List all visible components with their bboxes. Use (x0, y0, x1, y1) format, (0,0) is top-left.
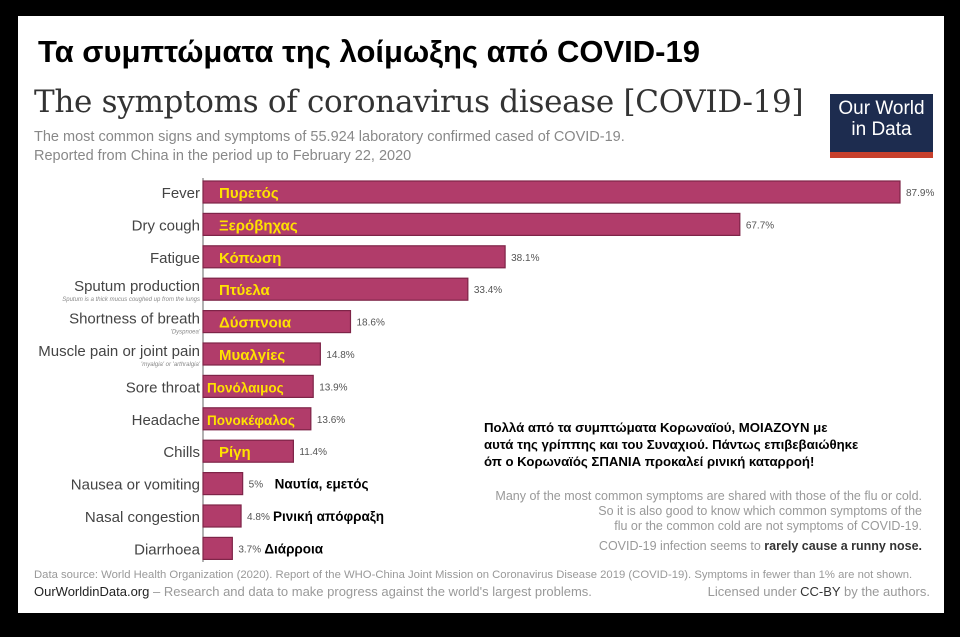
english-note-line: So it is also good to know which common … (598, 504, 922, 518)
logo-line-1: Our World (838, 98, 925, 119)
english-note-line: Many of the most common symptoms are sha… (495, 489, 922, 503)
greek-note-line: Πολλά από τα συμπτώματα Κορωναϊού, ΜΟΙΑΖ… (484, 420, 828, 435)
bar (202, 245, 506, 269)
category-label: Muscle pain or joint pain (38, 343, 200, 360)
greek-title: Τα συμπτώματα της λοίμωξης από COVID-19 (38, 34, 700, 69)
value-label: 38.1% (511, 253, 539, 264)
logo-accent-bar (830, 152, 933, 158)
greek-bar-label: Ρίγη (219, 444, 251, 461)
chart-canvas (18, 16, 944, 613)
category-label: Fatigue (150, 250, 200, 267)
footer-left: OurWorldinData.org – Research and data t… (34, 584, 592, 599)
bar (202, 310, 352, 334)
bar (202, 342, 321, 366)
english-note-line: flu or the common cold are not symptoms … (614, 519, 922, 533)
greek-annotation: Πολλά από τα συμπτώματα Κορωναϊού, ΜΟΙΑΖ… (484, 419, 858, 470)
runny-note-bold: rarely cause a runny nose. (764, 539, 922, 553)
runny-nose-note: COVID-19 infection seems to rarely cause… (599, 539, 922, 553)
greek-label: Ρινική απόφραξη (273, 509, 384, 524)
site-link[interactable]: OurWorldinData.org (34, 584, 150, 599)
bar (202, 212, 741, 236)
bar (202, 180, 901, 204)
bar (202, 407, 312, 431)
category-label: Fever (162, 185, 200, 202)
chart-title: The symptoms of coronavirus disease [COV… (34, 84, 804, 120)
category-label: Diarrhoea (134, 541, 201, 558)
data-source: Data source: World Health Organization (… (34, 569, 913, 581)
bar (202, 536, 233, 561)
category-label: Sputum production (74, 278, 200, 295)
english-annotation: Many of the most common symptoms are sha… (495, 489, 922, 534)
category-label: Nausea or vomiting (71, 477, 200, 494)
value-label: 11.4% (299, 447, 327, 458)
license-prefix: Licensed under (707, 584, 801, 599)
runny-note-prefix: COVID-19 infection seems to (598, 539, 765, 553)
chart-subtitle-2: Reported from China in the period up to … (34, 148, 412, 164)
license-link[interactable]: CC-BY (800, 584, 841, 599)
greek-label: Διάρροια (264, 541, 323, 556)
value-label: 18.6% (356, 318, 384, 329)
license: Licensed under CC-BY by the authors. (708, 584, 930, 599)
value-label: 67.7% (746, 220, 774, 231)
value-label: 13.6% (317, 415, 345, 426)
bar (202, 504, 242, 528)
greek-bar-label: Μυαλγίες (219, 347, 285, 364)
greek-bar-label: Κόπωση (219, 250, 281, 267)
greek-note-line: αυτά της γρίππης και του Συναχιού. Πάντω… (484, 437, 859, 452)
value-label: 4.8% (247, 512, 270, 523)
greek-bar-label: Ξερόβηχας (219, 217, 298, 234)
greek-bar-label: Πονόλαιμος (207, 380, 284, 395)
tagline: – Research and data to make progress aga… (149, 584, 592, 599)
value-label: 5% (249, 480, 264, 491)
value-label: 87.9% (906, 188, 934, 199)
owid-logo: Our World in Data (830, 94, 933, 158)
greek-bar-label: Πυρετός (219, 185, 279, 202)
category-note: 'Dyspnoea' (171, 330, 201, 336)
bar (202, 439, 294, 463)
greek-bar-label: Δύσπνοια (219, 315, 292, 332)
value-label: 14.8% (326, 350, 354, 361)
license-suffix: by the authors. (840, 584, 930, 599)
category-label: Dry cough (132, 217, 200, 234)
chart-subtitle-1: The most common signs and symptoms of 55… (34, 129, 625, 145)
greek-note-line: όπ ο Κορωναϊός ΣΠΑΝΙΑ προκαλεί ρινική κα… (484, 454, 815, 469)
greek-bar-label: Πονοκέφαλος (207, 413, 295, 428)
value-label: 3.7% (238, 544, 261, 555)
category-note: 'myalgia' or 'arthralgia' (141, 362, 201, 368)
bar (202, 277, 469, 301)
category-label: Shortness of breath (69, 311, 200, 328)
logo-line-2: in Data (851, 119, 912, 140)
category-label: Nasal congestion (85, 509, 200, 526)
bar (202, 374, 314, 398)
greek-label: Ναυτία, εμετός (275, 477, 369, 492)
bar (202, 472, 244, 496)
greek-bar-label: Πτύελα (219, 282, 271, 299)
value-label: 13.9% (319, 382, 347, 393)
category-label: Sore throat (126, 379, 201, 396)
category-label: Chills (163, 444, 200, 461)
category-label: Headache (132, 412, 200, 429)
value-label: 33.4% (474, 285, 502, 296)
category-note: Sputum is a thick mucus coughed up from … (62, 297, 200, 303)
